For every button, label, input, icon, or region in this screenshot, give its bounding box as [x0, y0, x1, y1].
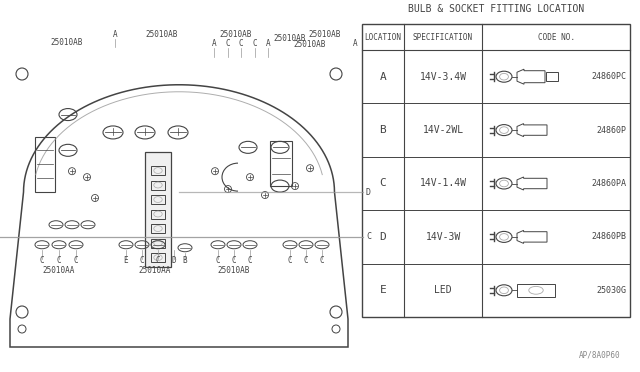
Text: LED: LED [434, 285, 452, 295]
Text: C: C [156, 256, 160, 265]
Bar [362, 24, 630, 317]
Text: 14V-2WL: 14V-2WL [422, 125, 463, 135]
Text: C: C [320, 256, 324, 265]
Text: A: A [212, 39, 216, 48]
Text: B: B [182, 256, 188, 265]
Polygon shape [517, 177, 547, 190]
Text: 25010AB: 25010AB [51, 38, 83, 47]
Bar [517, 284, 555, 297]
Text: LOCATION: LOCATION [365, 32, 401, 42]
Text: B: B [380, 125, 387, 135]
Text: E: E [380, 285, 387, 295]
Ellipse shape [496, 231, 512, 243]
Text: C: C [380, 179, 387, 189]
Text: BULB & SOCKET FITTING LOCATION: BULB & SOCKET FITTING LOCATION [408, 4, 584, 14]
Text: C: C [366, 232, 371, 241]
Text: D: D [172, 256, 176, 265]
Text: C: C [288, 256, 292, 265]
Text: A: A [353, 39, 357, 48]
Bar [151, 224, 165, 233]
Text: 25010AB: 25010AB [309, 30, 341, 39]
Bar [145, 151, 171, 267]
Text: C: C [140, 256, 144, 265]
Bar [151, 253, 165, 262]
Ellipse shape [496, 178, 512, 189]
Text: 25030G: 25030G [596, 286, 626, 295]
Text: A: A [380, 72, 387, 82]
Text: 25010AB: 25010AB [274, 34, 306, 43]
Text: AP/8A0P60: AP/8A0P60 [579, 351, 620, 360]
Text: C: C [232, 256, 236, 265]
Text: C: C [226, 39, 230, 48]
Bar [35, 137, 55, 192]
Text: 24860PA: 24860PA [591, 179, 626, 188]
Bar [151, 195, 165, 204]
Polygon shape [517, 230, 547, 243]
Text: A: A [266, 39, 270, 48]
Ellipse shape [496, 71, 512, 82]
Text: 25010AA: 25010AA [43, 266, 75, 275]
Text: 24860PB: 24860PB [591, 232, 626, 241]
Text: SPECIFICATION: SPECIFICATION [413, 32, 473, 42]
Text: 14V-3.4W: 14V-3.4W [419, 72, 467, 82]
Text: 25010AA: 25010AA [139, 266, 171, 275]
Text: C: C [239, 39, 243, 48]
Ellipse shape [496, 285, 512, 296]
Text: A: A [113, 30, 117, 39]
Text: 14V-1.4W: 14V-1.4W [419, 179, 467, 189]
Bar [270, 141, 292, 186]
Bar [151, 209, 165, 218]
Text: D: D [380, 232, 387, 242]
Text: D: D [366, 187, 371, 196]
Text: 24860PC: 24860PC [591, 72, 626, 81]
Text: C: C [304, 256, 308, 265]
Text: 25010AB: 25010AB [294, 40, 326, 49]
Text: C: C [74, 256, 78, 265]
Text: 14V-3W: 14V-3W [426, 232, 461, 242]
Text: 25010AB: 25010AB [220, 30, 252, 39]
Text: 25010AB: 25010AB [218, 266, 250, 275]
Text: CODE NO.: CODE NO. [538, 32, 575, 42]
Text: 25010AB: 25010AB [146, 30, 178, 39]
Text: C: C [40, 256, 44, 265]
Ellipse shape [496, 125, 512, 136]
Polygon shape [517, 69, 545, 84]
Text: E: E [124, 256, 128, 265]
Text: C: C [216, 256, 220, 265]
Text: C: C [57, 256, 61, 265]
Polygon shape [517, 124, 547, 137]
Bar [151, 238, 165, 247]
Text: 24860P: 24860P [596, 126, 626, 135]
Text: C: C [253, 39, 257, 48]
Text: C: C [248, 256, 252, 265]
Bar [151, 166, 165, 175]
Bar [151, 180, 165, 190]
Bar [546, 72, 558, 81]
